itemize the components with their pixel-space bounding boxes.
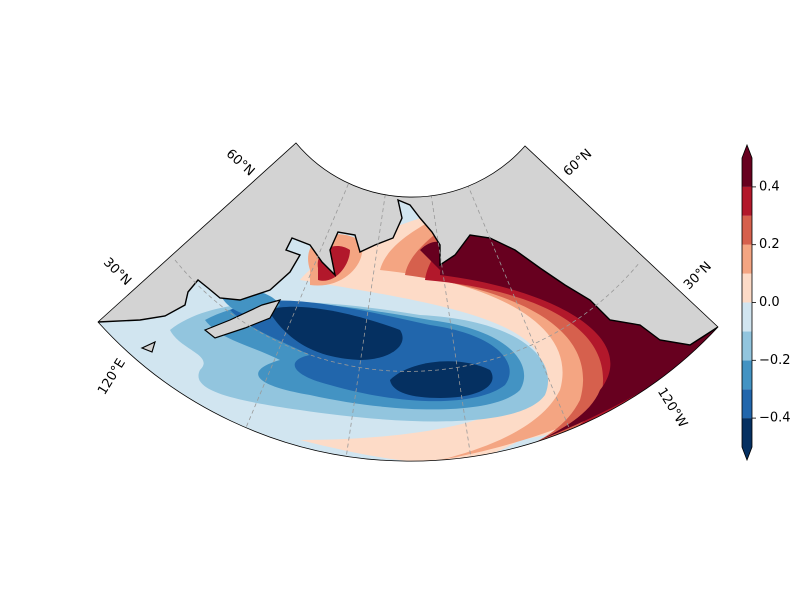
land: [203, 299, 282, 339]
lat-label: 60°N: [561, 146, 595, 179]
colorbar-band: [742, 186, 752, 216]
colorbar-tick-label: 0.4: [759, 179, 780, 194]
colorbar-tick-label: −0.4: [759, 411, 791, 426]
land: [140, 340, 156, 353]
colorbar-tick-label: −0.2: [759, 353, 791, 368]
meridian: [407, 143, 473, 462]
colorbar-band: [742, 389, 752, 419]
colorbar-tick-label: 0.2: [759, 237, 780, 252]
colorbar-band: [742, 244, 752, 274]
map-frame: [97, 142, 719, 462]
meridian: [244, 143, 409, 431]
colorbar-band: [742, 158, 752, 187]
lat-label: 30°N: [681, 259, 715, 293]
lon-label: 120°E: [95, 356, 129, 397]
colorbar-band: [742, 273, 752, 303]
meridian: [344, 143, 409, 462]
colorbar-outline: [741, 143, 753, 462]
lon-label: 120°W: [654, 385, 690, 431]
colorbar-tick-label: 0.0: [759, 295, 780, 310]
colorbar-band: [742, 418, 752, 447]
meridian: [407, 143, 571, 431]
colorbar-band: [742, 302, 752, 332]
colorbar-extend-over: [742, 145, 752, 158]
colorbar-band: [742, 360, 752, 390]
contour-region: [390, 361, 493, 398]
parallel: [174, 259, 641, 372]
lat-label: 60°N: [223, 146, 257, 179]
colorbar-extend-under: [742, 447, 752, 460]
colorbar: −0.4 −0.2 0.0 0.2 0.4: [741, 143, 791, 462]
colorbar-band: [742, 331, 752, 361]
colorbar-band: [742, 215, 752, 245]
contour-region: [268, 306, 403, 360]
lat-label: 30°N: [100, 255, 134, 289]
